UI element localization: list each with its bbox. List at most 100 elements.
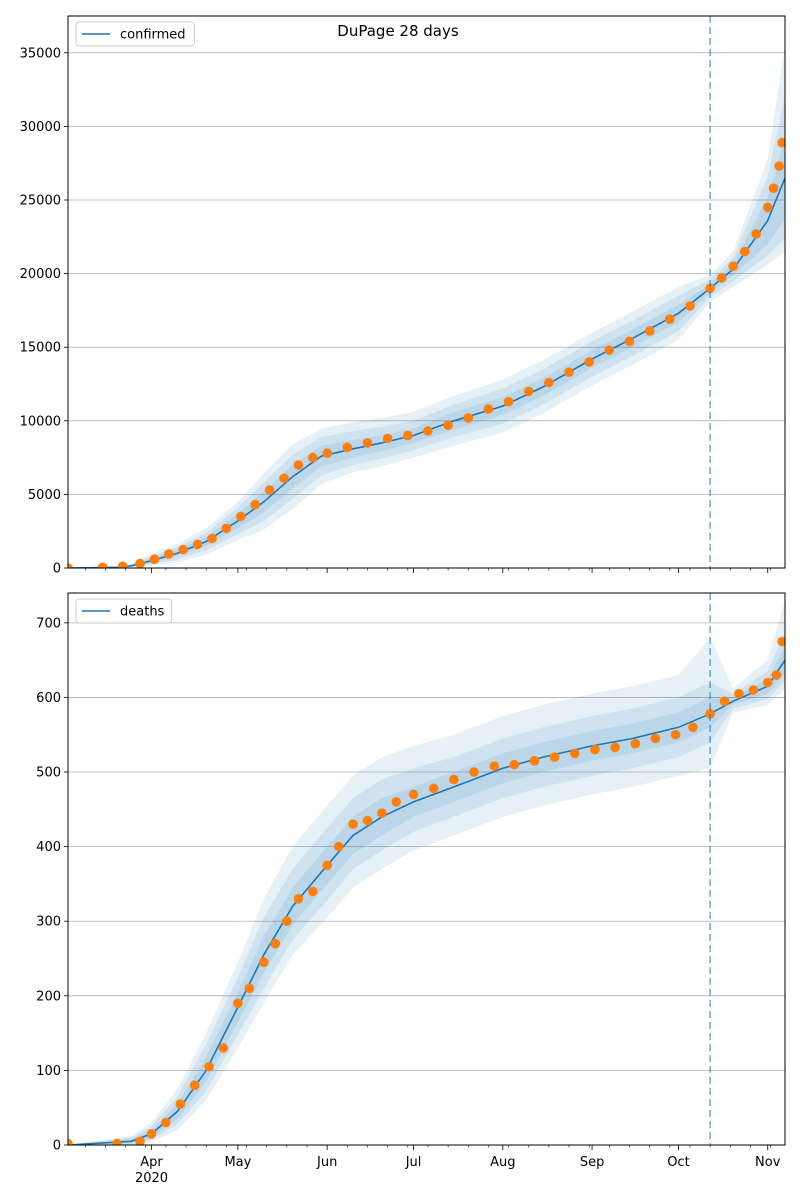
observed-point <box>449 774 459 785</box>
observed-point <box>509 759 520 770</box>
observed-point <box>748 685 759 695</box>
y-tick-label: 300 <box>36 915 61 930</box>
observed-point <box>549 752 560 762</box>
axes-frame <box>67 15 786 569</box>
observed-point <box>570 748 580 759</box>
uncertainty-band <box>68 600 785 1145</box>
observed-point <box>408 789 419 800</box>
observed-point <box>423 426 433 436</box>
y-tick-label: 35000 <box>20 46 61 61</box>
x-tick-label: Jul <box>405 1155 422 1170</box>
observed-point <box>644 326 655 336</box>
model-line <box>68 177 785 568</box>
deaths-panel: 0 100 200 300 400 500 600 700 Apr May Jun Jul Aug Sep… <box>36 592 786 1186</box>
observed-point <box>218 1043 229 1053</box>
observed-point <box>403 430 413 441</box>
observed-point <box>233 998 243 1009</box>
observed-point <box>777 636 785 647</box>
observed-point <box>544 377 554 388</box>
observed-point <box>264 485 275 495</box>
y-tick-label: 0 <box>53 562 61 577</box>
x-tick-label: Nov <box>755 1155 781 1170</box>
observed-point <box>164 549 174 559</box>
observed-point <box>236 511 246 522</box>
observed-point <box>610 742 620 753</box>
observed-point <box>204 1061 214 1072</box>
observed-point <box>333 841 344 852</box>
y-tick-label: 20000 <box>20 267 61 282</box>
y-tick-label: 25000 <box>20 194 61 209</box>
y-tick-label: 500 <box>36 766 61 781</box>
legend-box <box>75 21 195 47</box>
observed-point <box>523 386 534 397</box>
observed-point <box>503 396 514 407</box>
legend-label: deaths <box>120 605 165 620</box>
observed-point <box>716 273 727 283</box>
y-tick-label: 400 <box>36 840 61 855</box>
observed-point <box>688 722 698 733</box>
observed-point <box>705 709 715 719</box>
observed-point <box>469 767 479 777</box>
x-tick-label: Jun <box>316 1155 337 1170</box>
observed-point <box>771 670 782 680</box>
legend: deaths <box>75 598 173 624</box>
observed-point <box>244 983 255 994</box>
observed-point <box>739 246 750 257</box>
observed-point <box>322 448 333 459</box>
confirmed-panel: 0 5000 10000 15000 20000 25000 30000 35000 confi… <box>20 15 786 577</box>
observed-point <box>342 442 353 453</box>
x-tick-label: Apr <box>140 1155 163 1170</box>
observed-point <box>68 563 73 568</box>
y-tick-label: 200 <box>36 989 61 1004</box>
observed-point <box>135 1136 145 1145</box>
observed-point <box>382 433 393 444</box>
observed-point <box>175 1099 186 1109</box>
observed-point <box>463 413 474 423</box>
observed-point <box>189 1080 200 1091</box>
observed-point <box>178 544 188 555</box>
observed-point <box>377 808 387 818</box>
observed-point <box>221 523 232 534</box>
observed-point <box>650 733 661 744</box>
y-tick-label: 5000 <box>28 488 61 503</box>
observed-point <box>719 696 730 706</box>
observed-point <box>734 688 744 699</box>
observed-point <box>308 886 318 897</box>
observed-point <box>149 554 160 564</box>
observed-point <box>192 539 203 550</box>
observed-point <box>308 452 318 463</box>
observed-point <box>282 916 292 926</box>
observed-point <box>529 756 540 766</box>
observed-point <box>777 137 785 148</box>
x-year-label: 2020 <box>135 1171 168 1186</box>
observed-point <box>279 473 289 484</box>
model-line <box>68 659 785 1145</box>
observed-point <box>590 744 600 755</box>
figure-title: DuPage 28 days <box>337 22 459 40</box>
x-tick-label: Aug <box>490 1155 515 1170</box>
observed-point <box>391 797 402 807</box>
observed-point <box>751 229 761 239</box>
observed-point <box>564 367 574 378</box>
observed-point <box>112 1138 122 1145</box>
y-tick-label: 30000 <box>20 120 61 135</box>
observed-point <box>728 261 738 272</box>
y-tick-label: 15000 <box>20 341 61 356</box>
observed-point <box>428 783 439 794</box>
observed-point <box>584 357 594 367</box>
y-tick-label: 10000 <box>20 414 61 429</box>
legend-box <box>75 598 173 624</box>
legend: confirmed <box>75 21 195 47</box>
observed-point <box>161 1117 171 1128</box>
observed-point <box>259 957 269 967</box>
observed-point <box>362 815 373 826</box>
uncertainty-band <box>68 631 785 1145</box>
observed-point <box>293 894 304 904</box>
observed-point <box>146 1129 157 1139</box>
observed-point <box>685 301 695 311</box>
y-tick-label: 700 <box>36 616 61 631</box>
observed-point <box>670 729 681 740</box>
observed-point <box>665 314 675 325</box>
observed-point <box>250 499 260 510</box>
observed-point <box>348 819 358 829</box>
